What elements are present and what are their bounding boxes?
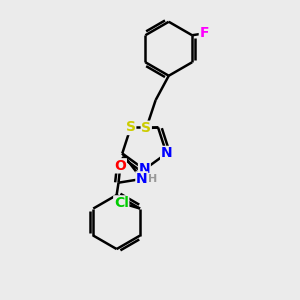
- Text: N: N: [136, 172, 148, 186]
- Text: F: F: [200, 26, 209, 40]
- Text: S: S: [126, 120, 136, 134]
- Text: N: N: [161, 146, 172, 161]
- Text: H: H: [148, 174, 157, 184]
- Text: S: S: [141, 121, 151, 135]
- Text: N: N: [139, 163, 150, 176]
- Text: O: O: [115, 159, 126, 173]
- Text: Cl: Cl: [114, 196, 129, 210]
